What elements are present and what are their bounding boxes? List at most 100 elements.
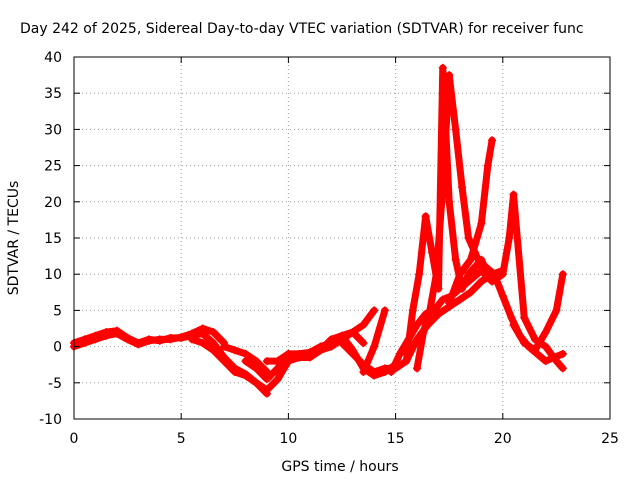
data-point: [520, 338, 529, 347]
ticks: 0 5 10 15 20 25 -10 -5 0 5 10 15 20 25 30 35 40: [39, 50, 619, 447]
data-point: [177, 333, 186, 342]
y-tick-label: 5: [53, 303, 62, 319]
series-arc-6: [262, 328, 368, 366]
data-point: [541, 342, 550, 351]
data-point: [241, 349, 250, 358]
data-point: [466, 255, 475, 264]
data-point: [558, 364, 567, 373]
data-point: [498, 270, 507, 279]
data-point: [370, 306, 379, 315]
data-point: [530, 346, 539, 355]
data-point: [438, 63, 447, 72]
data-point: [187, 335, 196, 344]
data-point: [387, 367, 396, 376]
data-point: [458, 284, 467, 293]
data-point: [466, 288, 475, 297]
y-tick-label: -10: [39, 412, 62, 428]
data-point: [488, 277, 497, 286]
data-point: [305, 348, 314, 357]
data-point: [464, 234, 473, 242]
data-point: [241, 357, 250, 366]
data-point: [370, 342, 379, 351]
data-point: [262, 386, 271, 395]
data-layer: [70, 63, 567, 398]
data-point: [483, 161, 492, 170]
x-tick-label: 5: [177, 431, 186, 447]
data-point: [348, 349, 357, 358]
data-point: [419, 328, 428, 337]
data-point: [359, 367, 368, 376]
y-axis-title: SDTVAR / TECUs: [6, 181, 22, 296]
y-tick-label: 35: [44, 86, 62, 102]
data-point: [166, 335, 175, 344]
data-point: [477, 219, 486, 228]
data-point: [155, 335, 164, 344]
data-point: [451, 125, 460, 134]
data-point: [509, 190, 518, 199]
data-point: [338, 331, 346, 340]
data-point: [432, 270, 441, 279]
data-point: [262, 357, 271, 366]
data-point: [438, 183, 447, 192]
data-point: [552, 357, 561, 366]
data-point: [273, 375, 282, 384]
data-point: [507, 313, 516, 322]
data-point: [241, 371, 250, 380]
data-point: [408, 306, 417, 315]
data-point: [359, 320, 368, 329]
data-point: [445, 71, 454, 80]
series-band: [263, 328, 367, 365]
data-point: [252, 378, 261, 387]
y-tick-label: 25: [44, 159, 62, 175]
data-point: [209, 338, 218, 347]
data-point: [541, 328, 550, 337]
data-point: [552, 306, 561, 315]
data-point: [252, 357, 261, 366]
data-point: [558, 349, 567, 358]
data-point: [451, 255, 460, 264]
data-point: [473, 270, 482, 279]
data-point: [488, 136, 497, 145]
data-point: [230, 367, 239, 376]
data-point: [91, 335, 100, 344]
data-point: [455, 270, 464, 279]
x-tick-label: 15: [387, 431, 405, 447]
y-tick-label: 30: [44, 122, 62, 138]
data-point: [262, 375, 271, 384]
data-point: [395, 349, 404, 358]
y-tick-label: 20: [44, 195, 62, 211]
data-point: [434, 310, 443, 319]
y-tick-label: 10: [44, 267, 62, 283]
data-point: [338, 338, 346, 347]
data-point: [102, 331, 111, 340]
series-band: [413, 71, 492, 372]
data-point: [145, 336, 154, 345]
x-tick-label: 20: [494, 431, 512, 447]
data-point: [380, 364, 389, 373]
data-point: [123, 335, 132, 344]
y-tick-label: -5: [48, 376, 62, 392]
data-point: [316, 342, 325, 351]
chart-title: Day 242 of 2025, Sidereal Day-to-day VTE…: [20, 21, 584, 37]
series-band: [477, 191, 567, 372]
data-point: [252, 364, 261, 373]
data-point: [464, 270, 473, 279]
data-point: [421, 212, 430, 221]
data-point: [370, 367, 379, 376]
series-arc-8: [359, 306, 389, 376]
data-point: [327, 338, 336, 347]
data-point: [230, 346, 239, 355]
data-point: [273, 357, 282, 366]
y-tick-label: 15: [44, 231, 62, 247]
data-point: [498, 291, 507, 300]
data-point: [445, 299, 454, 308]
y-tick-label: 40: [44, 50, 62, 66]
data-point: [198, 324, 207, 333]
data-point: [402, 357, 411, 366]
data-point: [80, 338, 89, 347]
data-point: [505, 234, 514, 242]
data-point: [477, 266, 486, 275]
x-tick-label: 10: [279, 431, 297, 447]
